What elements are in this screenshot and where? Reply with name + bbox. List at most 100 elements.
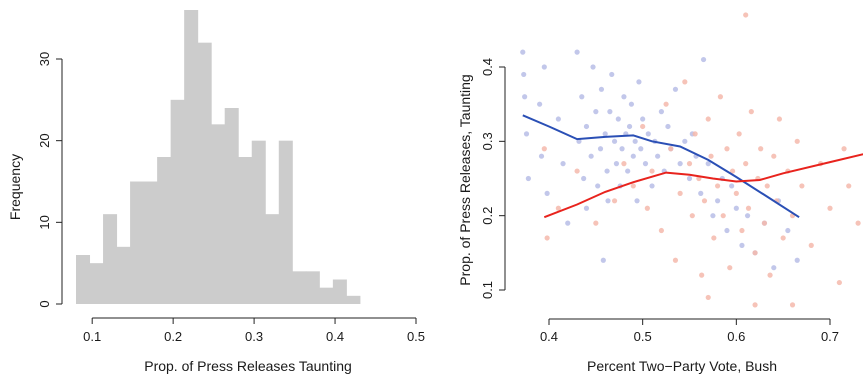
scatter-point-red	[789, 302, 796, 308]
histogram-bar	[103, 214, 118, 304]
scatter-point-blue	[615, 116, 621, 122]
scatter-point-red	[799, 183, 805, 189]
scatter-x-tick-label: 0.5	[634, 329, 652, 344]
histogram-y-tick-label: 10	[37, 215, 52, 229]
scatter-point-red	[686, 161, 693, 167]
scatter-point-red	[736, 131, 742, 137]
scatter-point-blue	[729, 183, 735, 189]
scatter-point-red	[836, 279, 842, 286]
scatter-point-blue	[595, 183, 601, 189]
scatter-point-blue	[613, 161, 620, 167]
histogram-bar	[116, 246, 131, 304]
scatter-panel: 0.4 0.5 0.6 0.7 0.1 0.2 0.3 0.4 Percent Two−Par…	[457, 12, 863, 374]
scatter-point-blue	[560, 161, 566, 167]
scatter-point-blue	[640, 116, 646, 122]
scatter-point-red	[630, 183, 636, 189]
scatter-point-blue	[600, 257, 606, 263]
scatter-point-blue	[632, 138, 638, 144]
scatter-point-red	[752, 302, 758, 308]
scatter-point-blue	[710, 213, 716, 219]
scatter-point-red	[808, 242, 814, 248]
scatter-point-blue	[665, 123, 671, 130]
scatter-point-blue	[658, 109, 665, 115]
scatter-point-blue	[698, 190, 704, 196]
scatter-point-blue	[605, 198, 611, 204]
scatter-point-blue	[538, 153, 545, 159]
scatter-point-red	[729, 168, 736, 174]
histogram-bar	[170, 99, 185, 304]
scatter-point-red	[745, 205, 752, 211]
scatter-point-blue	[565, 220, 571, 226]
scatter-point-blue	[686, 175, 693, 182]
scatter-point-blue	[579, 94, 585, 100]
histogram-x-tick-label: 0.1	[83, 329, 101, 344]
scatter-point-red	[743, 161, 749, 167]
scatter-y-tick-label: 0.2	[480, 207, 495, 225]
histogram-x-axis-label: Prop. of Press Releases Taunting	[144, 358, 352, 374]
scatter-point-blue	[628, 101, 635, 107]
scatter-point-blue	[574, 49, 580, 55]
scatter-point-blue	[593, 109, 599, 115]
scatter-point-blue	[537, 101, 543, 107]
scatter-point-blue	[642, 161, 649, 167]
scatter-point-red	[544, 235, 550, 241]
scatter-point-red	[663, 101, 669, 107]
scatter-point-blue	[602, 131, 608, 137]
histogram-y-tick-label: 30	[37, 52, 52, 66]
scatter-point-red	[752, 250, 758, 256]
scatter-point-red	[764, 183, 770, 189]
scatter-point-blue	[677, 161, 683, 167]
scatter-point-blue	[724, 227, 730, 234]
scatter-point-red	[644, 205, 650, 211]
histogram-bar	[251, 140, 266, 304]
scatter-point-blue	[634, 198, 640, 204]
scatter-point-blue	[794, 257, 800, 263]
scatter-point-blue	[544, 190, 550, 196]
scatter-point-blue	[705, 161, 711, 167]
scatter-point-red	[827, 205, 833, 211]
histogram-bar	[143, 181, 158, 304]
scatter-point-blue	[739, 242, 745, 248]
scatter-point-blue	[604, 168, 610, 174]
scatter-point-red	[677, 190, 683, 196]
scatter-point-blue	[638, 146, 644, 152]
scatter-point-blue	[583, 205, 590, 211]
scatter-point-red	[767, 272, 773, 278]
scatter-point-red	[733, 190, 739, 196]
scatter-point-red	[611, 198, 618, 204]
scatter-point-red	[794, 138, 800, 144]
scatter-point-red	[743, 12, 749, 18]
scatter-y-tick-label: 0.4	[480, 58, 495, 76]
scatter-point-red	[748, 109, 754, 115]
scatter-x-tick-label: 0.4	[540, 329, 558, 344]
scatter-point-red	[717, 94, 724, 100]
histogram-panel: 0.1 0.2 0.3 0.4 0.5 0 10 20 30 Prop. of Press Re…	[7, 10, 425, 374]
scatter-point-blue	[597, 146, 604, 152]
scatter-point-blue	[700, 56, 707, 63]
histogram-y-axis-label: Frequency	[7, 154, 23, 220]
scatter-point-red	[720, 213, 726, 219]
histogram-bar	[238, 157, 253, 304]
scatter-point-blue	[715, 198, 721, 204]
histogram-bar	[305, 271, 320, 304]
histogram-x-tick-label: 0.2	[164, 329, 182, 344]
scatter-point-red	[705, 116, 711, 122]
scatter-x-tick-label: 0.7	[821, 329, 839, 344]
scatter-point-blue	[621, 94, 627, 100]
scatter-point-blue	[525, 175, 531, 182]
scatter-point-blue	[626, 123, 633, 130]
scatter-point-blue	[590, 64, 596, 70]
scatter-point-blue	[744, 213, 751, 219]
scatter-point-blue	[521, 71, 527, 78]
histogram-bar	[292, 271, 307, 304]
scatter-point-red	[841, 146, 847, 152]
scatter-point-red	[658, 227, 665, 234]
scatter-point-red	[574, 168, 580, 174]
scatter-point-blue	[555, 116, 561, 122]
histogram-y-tick-label: 20	[37, 133, 52, 147]
scatter-point-red	[855, 220, 861, 226]
scatter-point-red	[739, 227, 745, 234]
scatter-y-tick-label: 0.3	[480, 132, 495, 150]
histogram-bar	[130, 181, 145, 304]
scatter-point-red	[593, 220, 599, 226]
